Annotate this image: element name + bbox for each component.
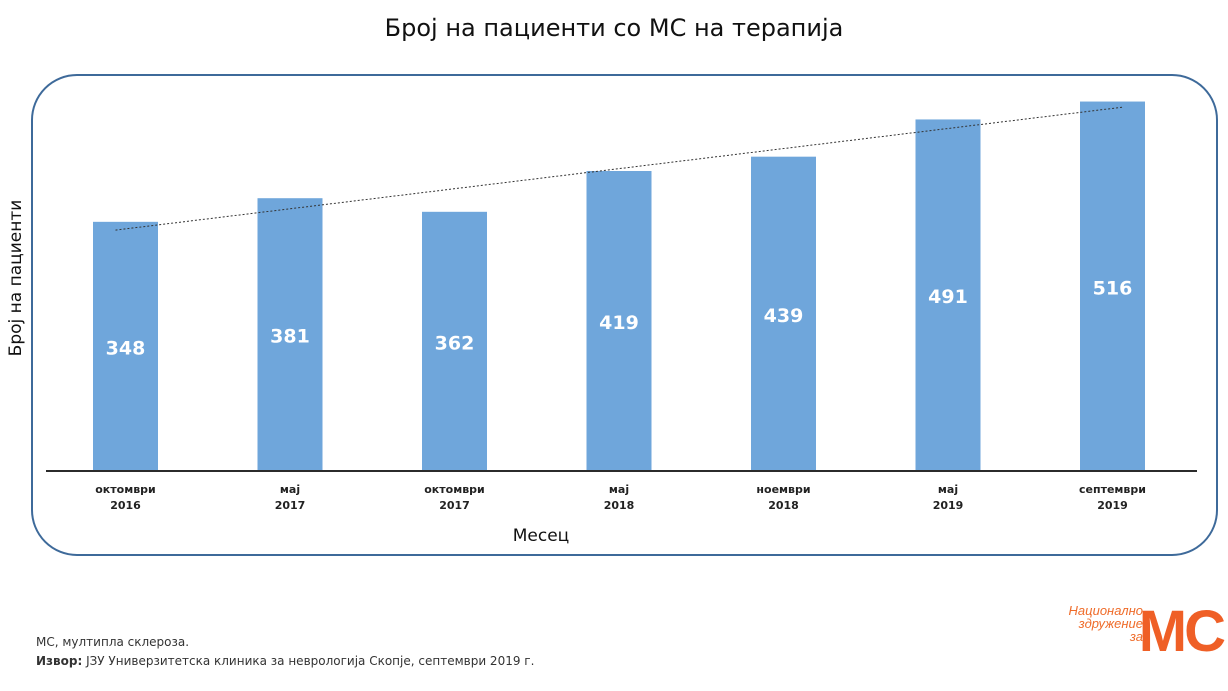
data-label-1: 381	[270, 326, 310, 348]
data-label-0: 348	[106, 337, 146, 359]
logo-text: Национално здружение за	[1069, 604, 1143, 643]
x-tick-label-2-1: 2017	[439, 499, 470, 512]
data-label-4: 439	[764, 305, 804, 327]
logo-line-2: здружение	[1078, 616, 1143, 631]
bar-5	[915, 119, 981, 471]
data-label-2: 362	[435, 332, 475, 354]
bar-4	[751, 156, 816, 471]
data-labels-group: 348 381 362 419 439 491 516	[106, 277, 1133, 359]
source-text: ЈЗУ Универзитетска клиника за неврологиј…	[82, 654, 535, 668]
source-note: Извор: ЈЗУ Универзитетска клиника за нев…	[36, 654, 534, 668]
bar-0	[93, 221, 158, 471]
logo-mark: МС	[1138, 599, 1226, 664]
footnote: МС, мултипла склероза.	[36, 635, 190, 649]
data-label-5: 491	[928, 286, 968, 308]
x-tick-label-4-1: 2018	[768, 499, 799, 512]
bar-2	[422, 211, 487, 472]
logo-line-1: Национално	[1068, 603, 1143, 618]
logo: Национално здружение за МС	[1030, 599, 1226, 664]
x-tick-label-5-0: мај	[938, 483, 958, 496]
x-tick-label-6-1: 2019	[1097, 499, 1128, 512]
data-label-6: 516	[1093, 277, 1133, 299]
trend-line	[115, 106, 1123, 231]
x-tick-label-0-1: 2016	[110, 499, 141, 512]
chart-frame	[31, 74, 1218, 556]
bar-3	[586, 170, 652, 471]
chart-title: Број на пациенти со МС на терапија	[384, 14, 844, 42]
bar-6	[1080, 101, 1145, 471]
logo-line-3: за	[1129, 629, 1143, 644]
x-tick-label-6-0: септември	[1079, 483, 1146, 496]
bar-1	[257, 198, 323, 472]
x-tick-label-1-0: мај	[280, 483, 300, 496]
x-tick-label-5-1: 2019	[933, 499, 964, 512]
x-tick-labels-group: октомври 2016 мај 2017 октомври 2017 мај 2018 но…	[95, 483, 1146, 512]
x-axis-label: Месец	[512, 526, 570, 546]
x-tick-label-3-1: 2018	[604, 499, 635, 512]
x-tick-label-4-0: ноември	[756, 483, 810, 496]
x-tick-label-3-0: мај	[609, 483, 629, 496]
bars-group	[93, 101, 1145, 472]
x-tick-label-1-1: 2017	[275, 499, 306, 512]
x-tick-label-0-0: октомври	[95, 483, 156, 496]
source-label: Извор:	[36, 654, 83, 668]
data-label-3: 419	[599, 312, 639, 334]
x-tick-label-2-0: октомври	[424, 483, 485, 496]
